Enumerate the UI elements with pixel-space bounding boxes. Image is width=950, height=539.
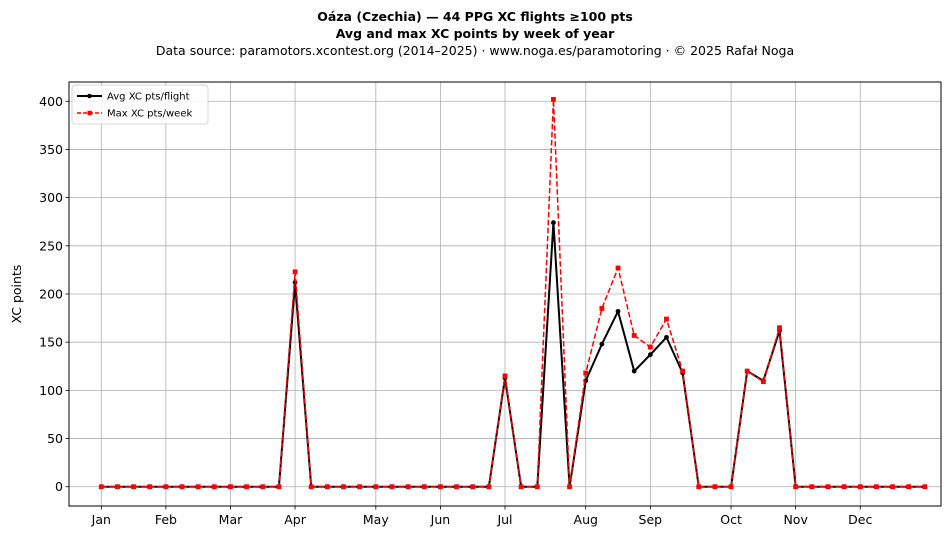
series-point-0	[664, 334, 669, 340]
chart-source: Data source: paramotors.xcontest.org (20…	[155, 43, 795, 58]
series-point-1	[583, 370, 589, 376]
series-point-1	[438, 484, 443, 490]
x-tick-label: Oct	[720, 512, 742, 527]
y-axis: 0 50 100 150 200 250 300 350 400	[39, 94, 69, 494]
x-tick-label: Apr	[284, 512, 306, 527]
series-point-1	[744, 368, 750, 374]
series-point-1	[486, 484, 492, 490]
series-point-1	[260, 484, 266, 490]
series-point-1	[599, 306, 605, 311]
series-point-1	[857, 484, 863, 490]
series-point-1	[163, 484, 169, 490]
series-point-1	[664, 316, 669, 322]
series-point-1	[228, 484, 233, 490]
series-point-1	[874, 484, 879, 490]
chart-title: Oáza (Czechia) — 44 PPG XC flights ≥100 …	[317, 9, 633, 24]
series-point-0	[599, 341, 605, 347]
series-point-1	[712, 484, 718, 490]
series-point-1	[615, 265, 621, 271]
series-point-1	[793, 484, 799, 490]
series-point-1	[922, 484, 928, 490]
series-point-1	[502, 373, 508, 379]
series-point-0	[631, 368, 637, 374]
series-point-1	[534, 484, 540, 490]
series-point-1	[454, 484, 459, 490]
series-point-1	[809, 484, 815, 490]
series-point-1	[777, 325, 782, 331]
series-point-1	[890, 484, 895, 490]
legend-swatch-marker	[87, 110, 92, 116]
y-axis-label: XC points	[9, 265, 24, 324]
y-tick-label: 250	[39, 238, 63, 253]
series-point-1	[647, 344, 653, 350]
series-point-1	[518, 484, 524, 490]
series-point-0	[551, 220, 556, 226]
series-point-1	[179, 484, 185, 490]
series-point-1	[357, 484, 363, 490]
series-point-1	[825, 484, 831, 490]
y-tick-label: 400	[39, 94, 63, 109]
series-point-0	[615, 308, 621, 314]
series-point-1	[631, 333, 637, 338]
x-tick-label: Mar	[219, 512, 243, 527]
legend-box	[71, 84, 209, 125]
series-point-1	[470, 484, 476, 490]
y-tick-label: 300	[39, 190, 63, 205]
x-tick-label: Jul	[496, 512, 512, 527]
series-line-1	[101, 98, 925, 488]
grid-lines	[69, 82, 941, 506]
x-tick-label: Feb	[155, 512, 177, 527]
series-point-1	[567, 484, 572, 490]
x-tick-label: Nov	[783, 512, 808, 527]
x-tick-label: Jan	[91, 512, 111, 527]
x-tick-label: May	[363, 512, 389, 527]
series-point-1	[680, 368, 686, 374]
series-layer	[98, 96, 928, 490]
series-point-1	[728, 484, 734, 490]
y-tick-label: 350	[39, 142, 63, 157]
legend-label: Max XC pts/week	[107, 109, 192, 120]
series-point-1	[147, 484, 153, 490]
x-tick-label: Sep	[639, 512, 663, 527]
series-point-1	[115, 484, 120, 490]
y-tick-label: 150	[39, 335, 63, 350]
x-tick-label: Jun	[430, 512, 451, 527]
series-point-1	[551, 96, 556, 102]
series-point-1	[696, 484, 702, 490]
series-point-1	[841, 484, 847, 490]
legend: Avg XC pts/flight Max XC pts/week	[71, 84, 209, 125]
y-tick-label: 0	[55, 479, 63, 494]
y-tick-label: 200	[39, 287, 63, 302]
series-point-1	[341, 484, 346, 490]
series-point-1	[760, 379, 766, 385]
series-line-0	[101, 221, 925, 488]
x-tick-label: Aug	[574, 512, 598, 527]
series-point-1	[373, 484, 379, 490]
x-tick-label: Dec	[848, 512, 872, 527]
series-point-1	[98, 484, 104, 490]
series-point-1	[308, 484, 314, 490]
series-point-1	[906, 484, 912, 490]
series-point-1	[324, 484, 330, 490]
series-point-1	[292, 269, 298, 275]
series-point-0	[647, 352, 653, 358]
y-tick-label: 100	[39, 383, 63, 398]
legend-label: Avg XC pts/flight	[107, 92, 190, 103]
series-point-1	[405, 484, 411, 490]
series-point-1	[421, 484, 427, 490]
series-point-1	[244, 484, 250, 490]
chart-subtitle: Avg and max XC points by week of year	[335, 26, 615, 41]
y-tick-label: 50	[47, 431, 63, 446]
series-point-1	[211, 484, 217, 490]
legend-swatch-marker	[87, 93, 92, 99]
series-point-1	[389, 484, 395, 490]
x-axis: Jan Feb Mar Apr May Jun Jul Aug Sep Oct Nov Dec	[91, 506, 872, 527]
series-point-1	[195, 484, 201, 490]
series-point-1	[276, 484, 282, 490]
series-point-1	[131, 484, 136, 490]
